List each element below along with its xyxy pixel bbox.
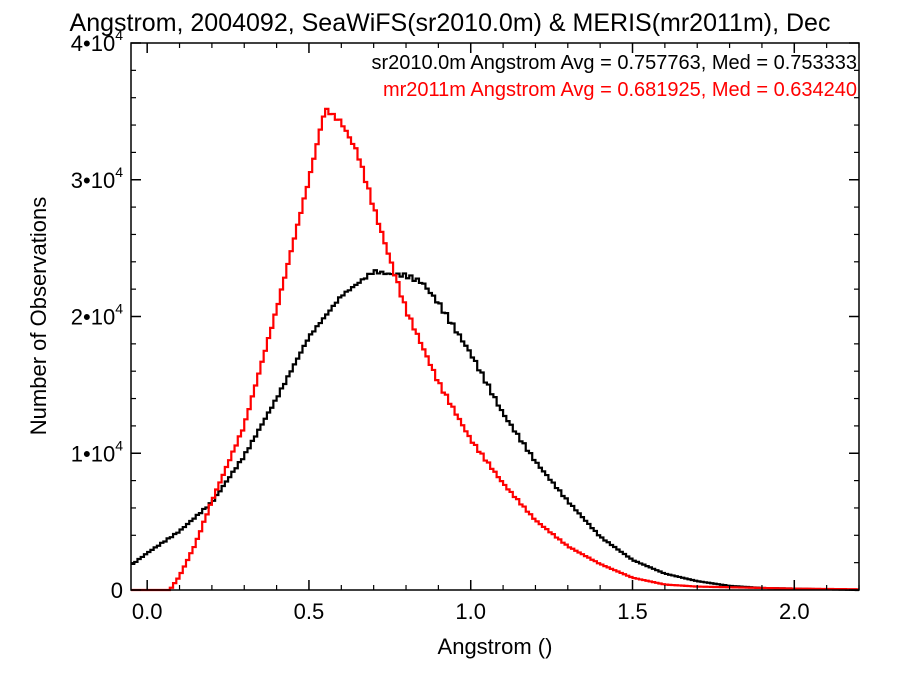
series-line-mr2011 xyxy=(131,107,859,592)
y-axis-label: Number of Observations xyxy=(26,197,51,435)
annotation-sr2010-stats: sr2010.0m Angstrom Avg = 0.757763, Med =… xyxy=(371,52,857,74)
y-tick-label: 3•104 xyxy=(71,164,123,193)
y-tick-label: 1•104 xyxy=(71,437,123,466)
annotation-mr2011-stats: mr2011m Angstrom Avg = 0.681925, Med = 0… xyxy=(383,79,857,101)
x-tick-label: 0.0 xyxy=(132,599,163,624)
x-tick-label: 1.5 xyxy=(617,599,648,624)
x-tick-label: 2.0 xyxy=(779,599,810,624)
plot-frame xyxy=(130,42,860,591)
y-tick-label: 2•104 xyxy=(71,301,123,330)
x-tick-label: 1.0 xyxy=(455,599,486,624)
y-tick-label: 4•104 xyxy=(71,27,123,56)
x-axis-label: Angstrom () xyxy=(438,634,553,659)
axis-layer: 0.0 0.5 1.0 1.5 2.0 0 1•104 2•104 3•104 4•104 xyxy=(71,27,860,624)
chart-title: Angstrom, 2004092, SeaWiFS(sr2010.0m) & … xyxy=(70,9,831,37)
series-layer xyxy=(131,107,859,592)
y-tick-label: 0 xyxy=(111,578,123,603)
x-tick-label: 0.5 xyxy=(294,599,325,624)
